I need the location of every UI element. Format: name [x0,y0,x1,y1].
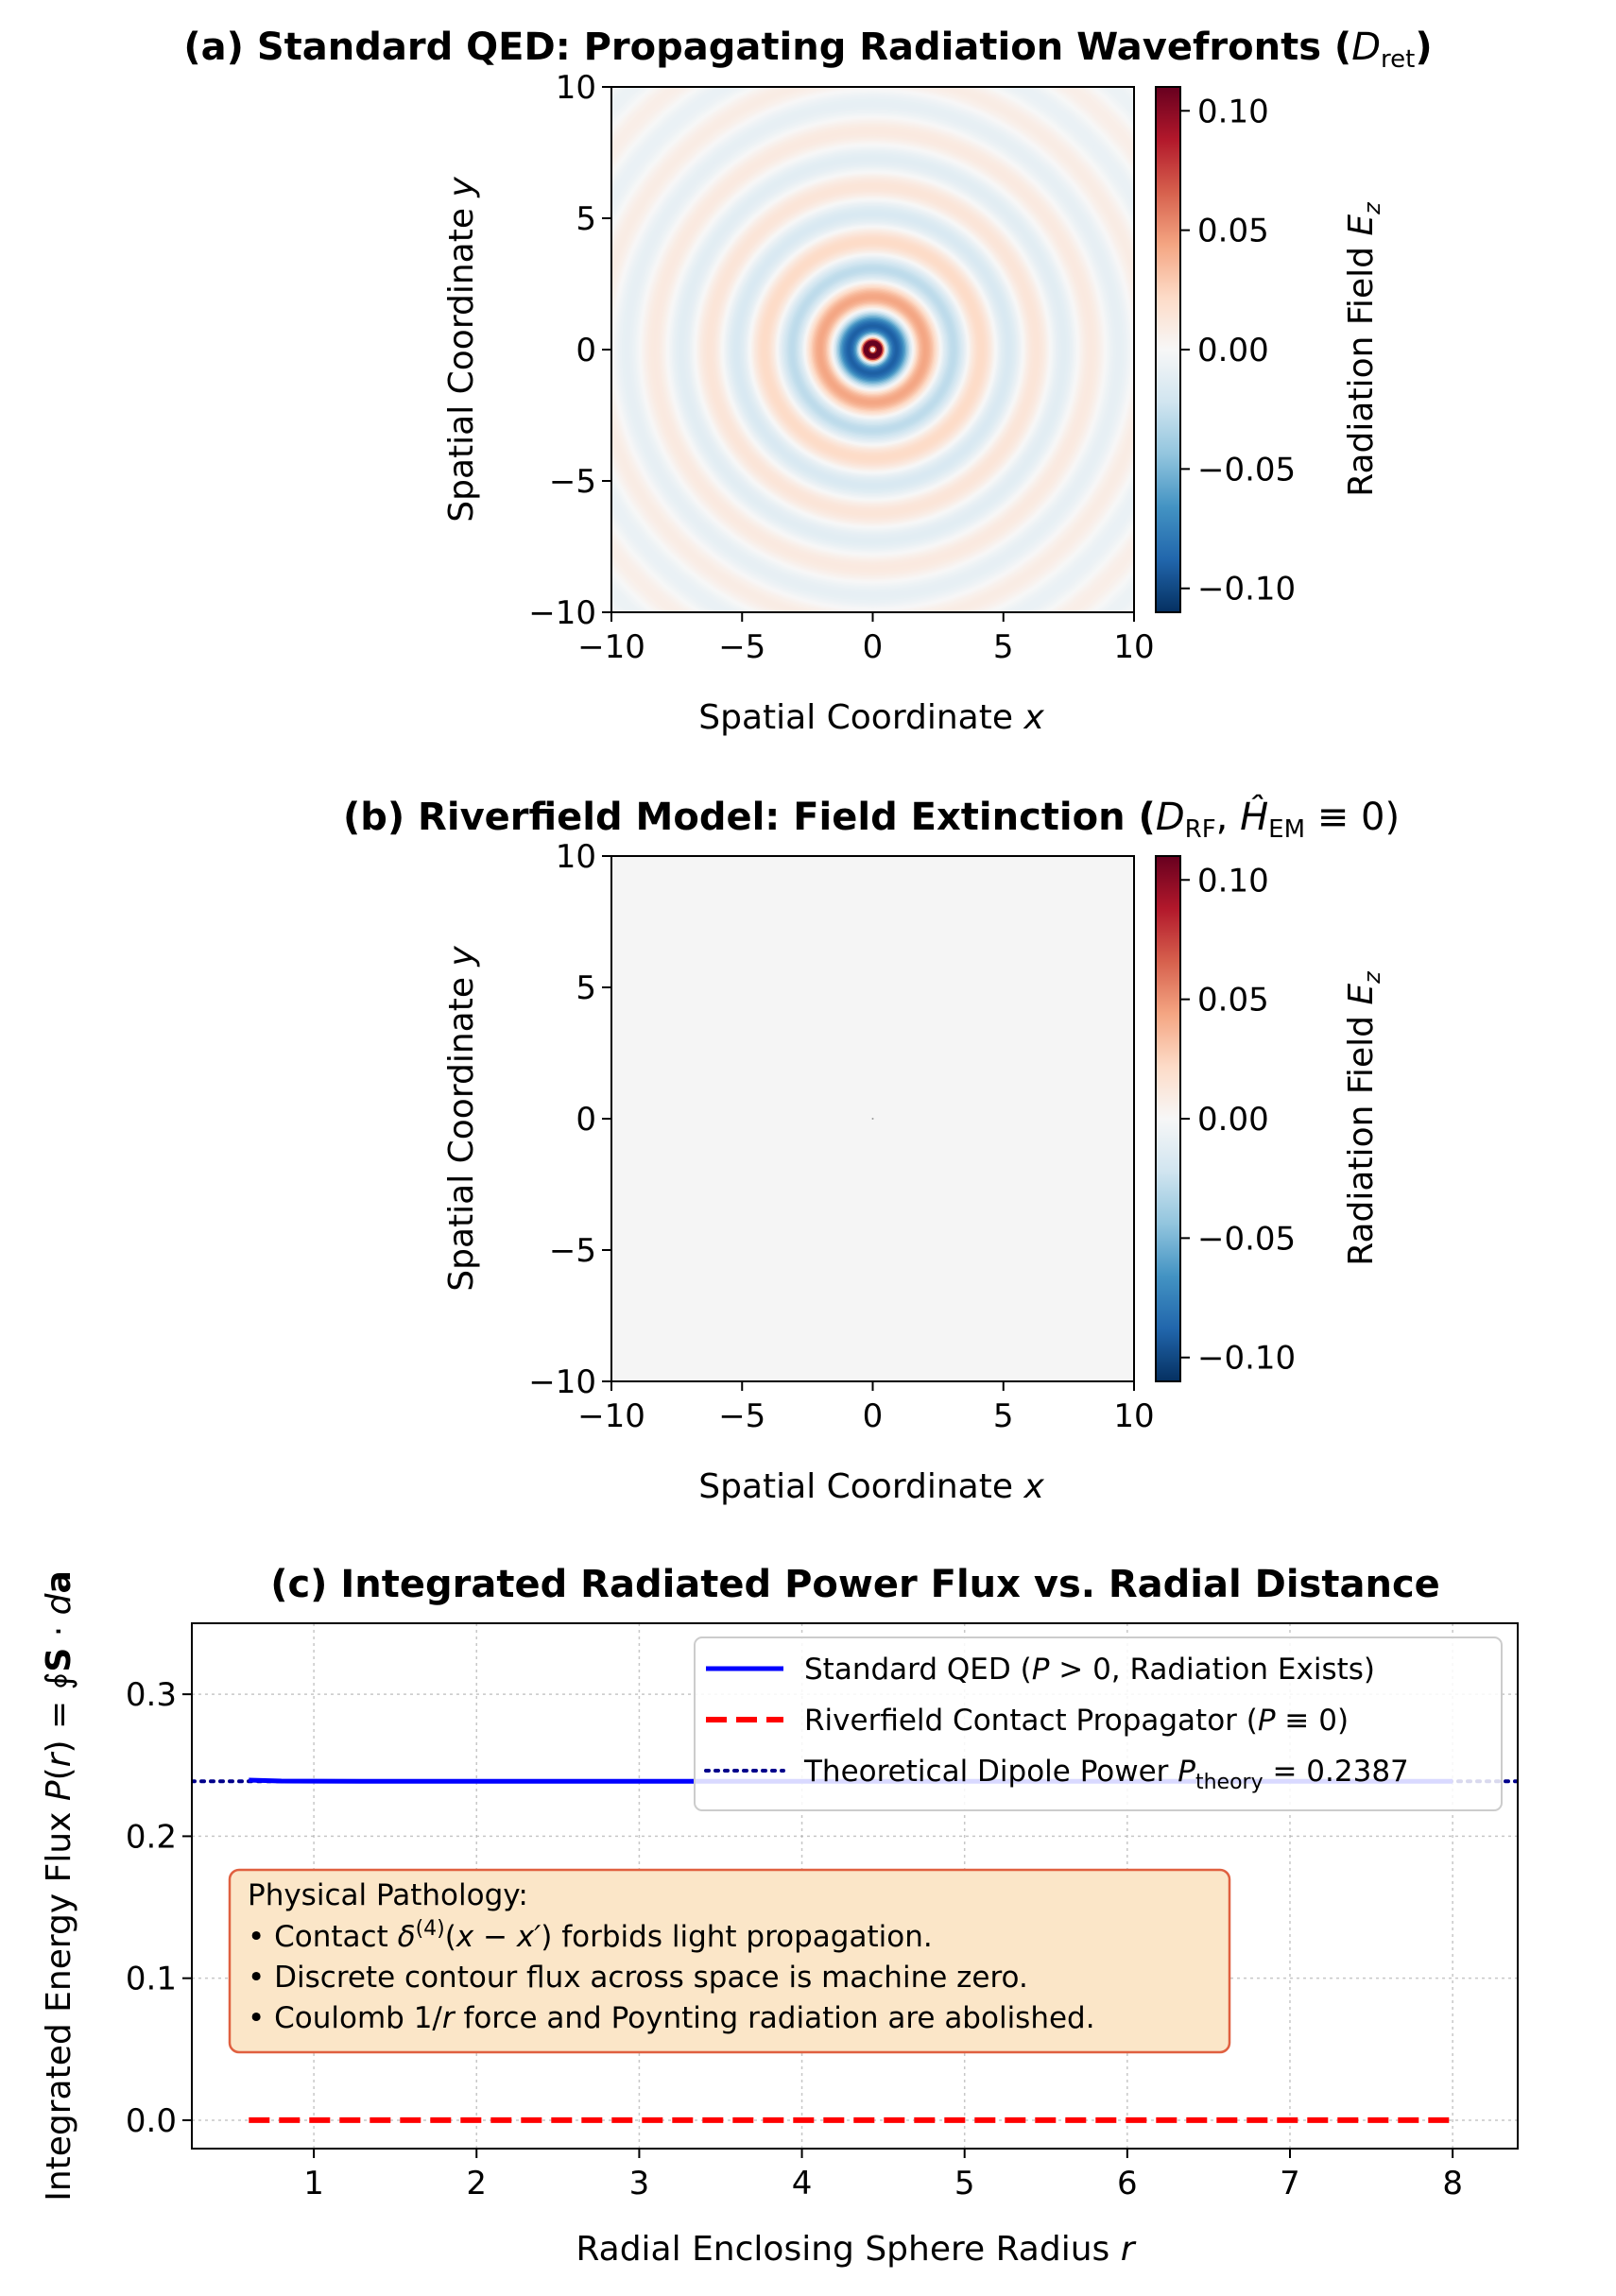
y-tick-label: 0 [576,332,596,369]
panel-b-source-point [871,1118,874,1120]
colorbar-tick-label: 0.05 [1197,213,1269,250]
x-tick-label: −5 [718,628,765,666]
colorbar-tick-label: 0.00 [1197,1101,1269,1139]
y-tick-label: −10 [528,594,596,632]
x-tick-label: 1 [303,2165,324,2202]
panel-b-title: (b) Riverfield Model: Field Extinction (… [343,794,1400,844]
colorbar-tick-label: 0.00 [1197,332,1269,369]
panel-a-colorbar [1155,86,1181,613]
x-tick-label: 0 [863,628,884,666]
pathology-note-line-3: • Discrete contour flux across space is … [248,1961,1028,1995]
source-point [868,345,877,354]
panel-b: (b) Riverfield Model: Field Extinction (… [343,794,1400,1506]
panel-a-colorbar-ticks: −0.10 −0.05 0.00 0.05 0.10 [1180,93,1296,608]
colorbar-tick-label: 0.10 [1197,862,1269,900]
y-tick-label: 10 [556,838,596,876]
y-tick-label: 10 [556,69,596,107]
panel-c-y-axis-label: Integrated Energy Flux P(r) = ∮S · da [40,1570,78,2202]
y-tick-label: 0.2 [126,1818,177,1856]
x-tick-label: 8 [1442,2165,1463,2202]
x-tick-label: −5 [718,1397,765,1435]
y-tick-label: −5 [549,463,596,501]
panel-b-y-ticks: −10 −5 0 5 10 [528,838,611,1401]
legend-label-riverfield: Riverfield Contact Propagator (P ≡ 0) [804,1704,1349,1738]
panel-b-x-ticks: −10 −5 0 5 10 [577,1381,1155,1435]
panel-c-x-axis-label: Radial Enclosing Sphere Radius r [576,2230,1136,2269]
x-tick-label: −10 [577,1397,645,1435]
panel-b-colorbar-label: Radiation Field Ez [1342,970,1385,1266]
colorbar-tick-label: −0.05 [1197,451,1296,488]
pathology-note: Physical Pathology: • Contact δ(4)(x − x… [228,1868,1231,2054]
panel-a-colorbar-label: Radiation Field Ez [1342,201,1385,497]
y-tick-label: −10 [528,1363,596,1401]
panel-a: (a) Standard QED: Propagating Radiation … [183,26,1432,737]
x-tick-label: 10 [1113,628,1154,666]
colorbar-tick-label: 0.05 [1197,982,1269,1019]
panel-a-y-ticks: −10 −5 0 5 10 [528,69,611,632]
colorbar-tick-label: −0.10 [1197,571,1296,608]
y-tick-label: 5 [576,969,596,1007]
panel-c: (c) Integrated Radiated Power Flux vs. R… [40,1563,1519,2269]
legend-box [694,1636,1503,1811]
colorbar-tick-label: 0.10 [1197,93,1269,130]
pathology-note-line-1: Physical Pathology: [248,1878,528,1912]
y-tick-label: −5 [549,1232,596,1270]
y-tick-label: 0 [576,1101,596,1139]
pathology-note-line-4: • Coulomb 1/r force and Poynting radiati… [248,2001,1095,2035]
panel-c-x-ticks: 1 2 3 4 5 6 7 8 [303,2149,1463,2202]
x-tick-label: 4 [792,2165,813,2202]
x-tick-label: 10 [1113,1397,1154,1435]
y-tick-label: 0.3 [126,1676,177,1714]
panel-c-y-ticks: 0.0 0.1 0.2 0.3 [126,1676,192,2140]
x-tick-label: 6 [1117,2165,1138,2202]
panel-a-x-ticks: −10 −5 0 5 10 [577,612,1155,666]
colorbar-tick-label: −0.05 [1197,1220,1296,1258]
panel-c-title: (c) Integrated Radiated Power Flux vs. R… [270,1563,1440,1606]
x-tick-label: 0 [863,1397,884,1435]
y-tick-label: 0.0 [126,2102,177,2140]
panel-b-colorbar-ticks: −0.10 −0.05 0.00 0.05 0.10 [1180,862,1296,1378]
x-tick-label: 5 [954,2165,975,2202]
panel-c-frame [191,1622,1519,2150]
x-tick-label: 5 [993,1397,1014,1435]
legend-label-theory: Theoretical Dipole Power Ptheory = 0.238… [803,1755,1409,1794]
panel-a-title: (a) Standard QED: Propagating Radiation … [183,26,1432,74]
y-tick-label: 5 [576,200,596,238]
panel-a-wavefronts [611,87,1134,612]
panel-b-y-axis-label: Spatial Coordinate y [442,946,481,1292]
pathology-note-line-2: • Contact δ(4)(x − x′) forbids light pro… [248,1917,933,1954]
x-tick-label: −10 [577,628,645,666]
y-tick-label: 0.1 [126,1961,177,1998]
x-tick-label: 2 [466,2165,487,2202]
x-tick-label: 7 [1280,2165,1300,2202]
panel-a-y-axis-label: Spatial Coordinate y [442,177,481,523]
panel-b-colorbar [1155,855,1181,1382]
panel-a-x-axis-label: Spatial Coordinate x [698,698,1044,737]
colorbar-tick-label: −0.10 [1197,1340,1296,1378]
x-tick-label: 3 [629,2165,650,2202]
legend-label-qed: Standard QED (P > 0, Radiation Exists) [804,1653,1375,1687]
legend: Standard QED (P > 0, Radiation Exists) R… [694,1636,1503,1811]
x-tick-label: 5 [993,628,1014,666]
panel-b-x-axis-label: Spatial Coordinate x [698,1467,1044,1506]
pathology-note-box [228,1868,1231,2054]
